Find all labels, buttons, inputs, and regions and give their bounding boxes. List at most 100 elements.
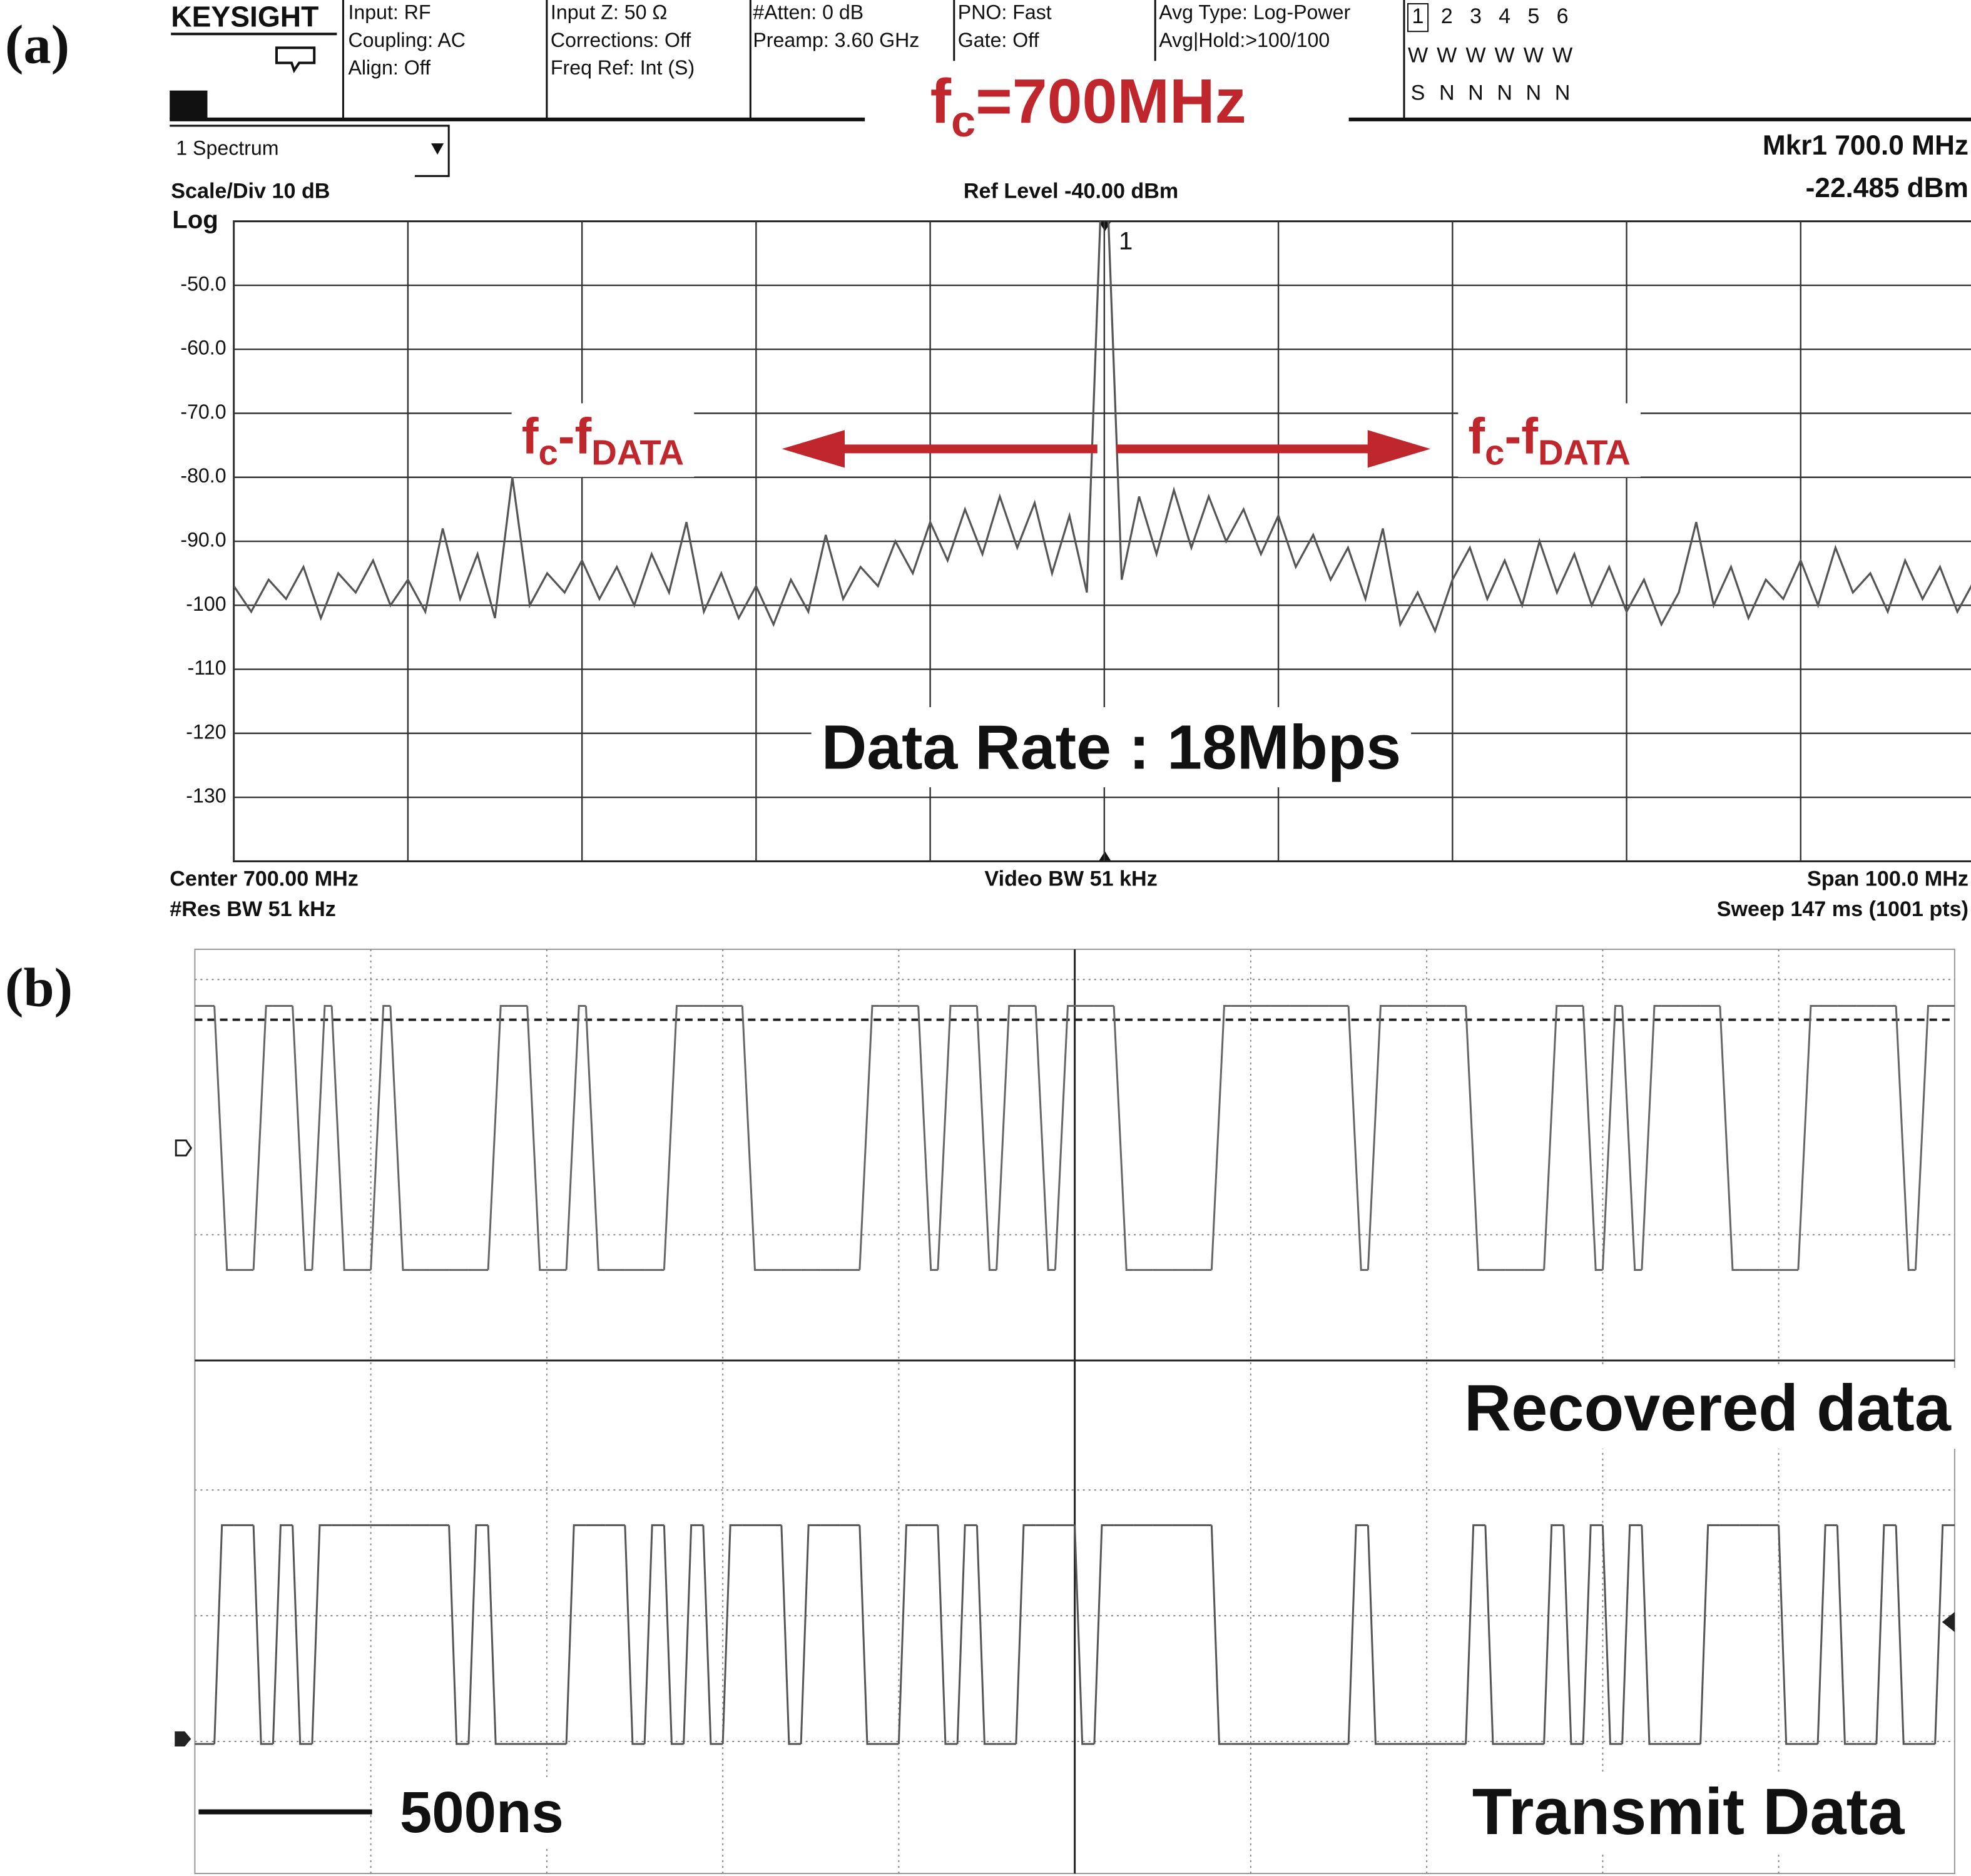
signal-bit — [721, 1524, 743, 1745]
signal-bit — [1621, 1524, 1642, 1745]
signal-bit — [1895, 1006, 1916, 1271]
footer-span: Span 100.0 MHz — [1807, 867, 1968, 891]
label-background — [511, 403, 695, 477]
signal-bit — [1074, 1525, 1094, 1745]
signal-bit — [975, 1525, 997, 1745]
trace-indicator: W — [1495, 43, 1515, 67]
label-background — [811, 707, 1412, 788]
signal-bit — [1934, 1524, 1955, 1745]
signal-bit — [330, 1006, 352, 1271]
trace-indicator: N — [1468, 81, 1484, 105]
signal-bit — [1367, 1004, 1388, 1270]
setting: Preamp: 3.60 GHz — [753, 29, 919, 51]
signal-bit — [565, 1004, 586, 1270]
signal-bit — [213, 1524, 234, 1745]
annotation-part: c — [538, 432, 558, 472]
signal-bit — [448, 1525, 469, 1745]
y-tick-label: -90.0 — [180, 529, 226, 551]
signal-bit — [663, 1004, 684, 1270]
signal-bit — [1543, 1004, 1564, 1270]
signal-bit — [1210, 1004, 1231, 1270]
signal-bit — [1367, 1525, 1388, 1745]
marker-label: 1 — [1119, 227, 1133, 255]
label-background — [394, 1777, 569, 1847]
signal-bit — [1210, 1525, 1231, 1745]
annotation-part: c — [1485, 432, 1504, 472]
signal-bit — [683, 1524, 703, 1745]
trace-indicator: N — [1497, 81, 1512, 105]
signal-bit — [1641, 1525, 1662, 1745]
signal-bit — [252, 1004, 273, 1270]
signal-bit — [1719, 1006, 1740, 1271]
setting: Avg|Hold:>100/100 — [1159, 29, 1330, 51]
signal-bit — [624, 1525, 645, 1745]
signal-bit — [1836, 1525, 1857, 1745]
trace-indicator: N — [1526, 81, 1542, 105]
y-tick-label: -80.0 — [180, 464, 226, 487]
y-tick-label: -50.0 — [180, 272, 226, 295]
log-label: Log — [172, 205, 218, 233]
marker-name: Mkr1 700.0 MHz — [1763, 130, 1968, 161]
signal-bit — [1914, 1004, 1935, 1270]
annotation-part: Data Rate : 18Mbps — [822, 712, 1401, 782]
annotation-part: f — [1468, 409, 1485, 465]
y-tick-label: -110 — [188, 656, 227, 679]
footer-center: Center 700.00 MHz — [170, 867, 359, 891]
spectrum-trace — [233, 221, 1971, 634]
annotation-part: DATA — [1538, 432, 1631, 472]
signal-bit — [1601, 1525, 1622, 1745]
trace-indicator: W — [1437, 43, 1457, 67]
signal-bit — [1797, 1004, 1818, 1270]
signal-bit — [1484, 1525, 1505, 1745]
signal-bit — [1054, 1004, 1075, 1270]
signal-bit — [292, 1006, 312, 1271]
signal-bit — [467, 1524, 489, 1745]
signal-bit — [800, 1524, 821, 1745]
setting: Gate: Off — [958, 29, 1039, 51]
signal-bit — [213, 1006, 234, 1271]
trigger-marker — [1942, 1612, 1955, 1633]
footer-vbw: Video BW 51 kHz — [984, 867, 1157, 891]
label-background — [1458, 403, 1641, 477]
panel-label: (b) — [5, 957, 73, 1019]
signal-bit — [1778, 1525, 1798, 1745]
signal-bit — [1562, 1525, 1584, 1745]
ref-level: Ref Level -40.00 dBm — [964, 179, 1178, 203]
brand: KEYSIGHT — [171, 0, 318, 33]
signal-bit — [1465, 1524, 1485, 1745]
signal-bit — [897, 1524, 919, 1745]
signal-bit — [1093, 1524, 1114, 1745]
signal-bit — [487, 1525, 508, 1745]
setting: PNO: Fast — [958, 1, 1052, 24]
signal-bit — [1875, 1524, 1897, 1745]
annotation-part: =700MHz — [975, 66, 1246, 136]
trace-indicator: W — [1408, 43, 1429, 67]
setting: Align: Off — [348, 56, 430, 79]
annotation: Data Rate : 18Mbps — [822, 712, 1401, 782]
label-background — [1464, 1771, 1913, 1853]
signal-bit — [780, 1525, 802, 1745]
y-tick-label: -70.0 — [180, 400, 226, 423]
footer-rbw: #Res BW 51 kHz — [170, 897, 336, 921]
signal-bit — [702, 1525, 723, 1745]
trace-label: Transmit Data — [1472, 1775, 1905, 1848]
trace-label: Recovered data — [1464, 1372, 1952, 1445]
signal-bit — [1034, 1006, 1056, 1271]
signal-bit — [1582, 1006, 1603, 1271]
signal-bit — [1621, 1006, 1642, 1271]
trace-indicator: 4 — [1499, 4, 1510, 28]
signal-bit — [643, 1524, 665, 1745]
annotation-part: -f — [1504, 409, 1538, 465]
signal-bit — [858, 1525, 880, 1745]
trace-indicator: W — [1524, 43, 1544, 67]
marker-readout: -22.485 dBm — [1806, 173, 1968, 203]
y-tick-label: -130 — [186, 785, 226, 807]
signal-bit — [1582, 1524, 1603, 1745]
signal-bit — [292, 1525, 312, 1745]
scale-bar-label: 500ns — [400, 1780, 564, 1845]
signal-bit — [996, 1004, 1016, 1270]
setting: Coupling: AC — [348, 29, 465, 51]
signal-bit — [1347, 1006, 1368, 1271]
